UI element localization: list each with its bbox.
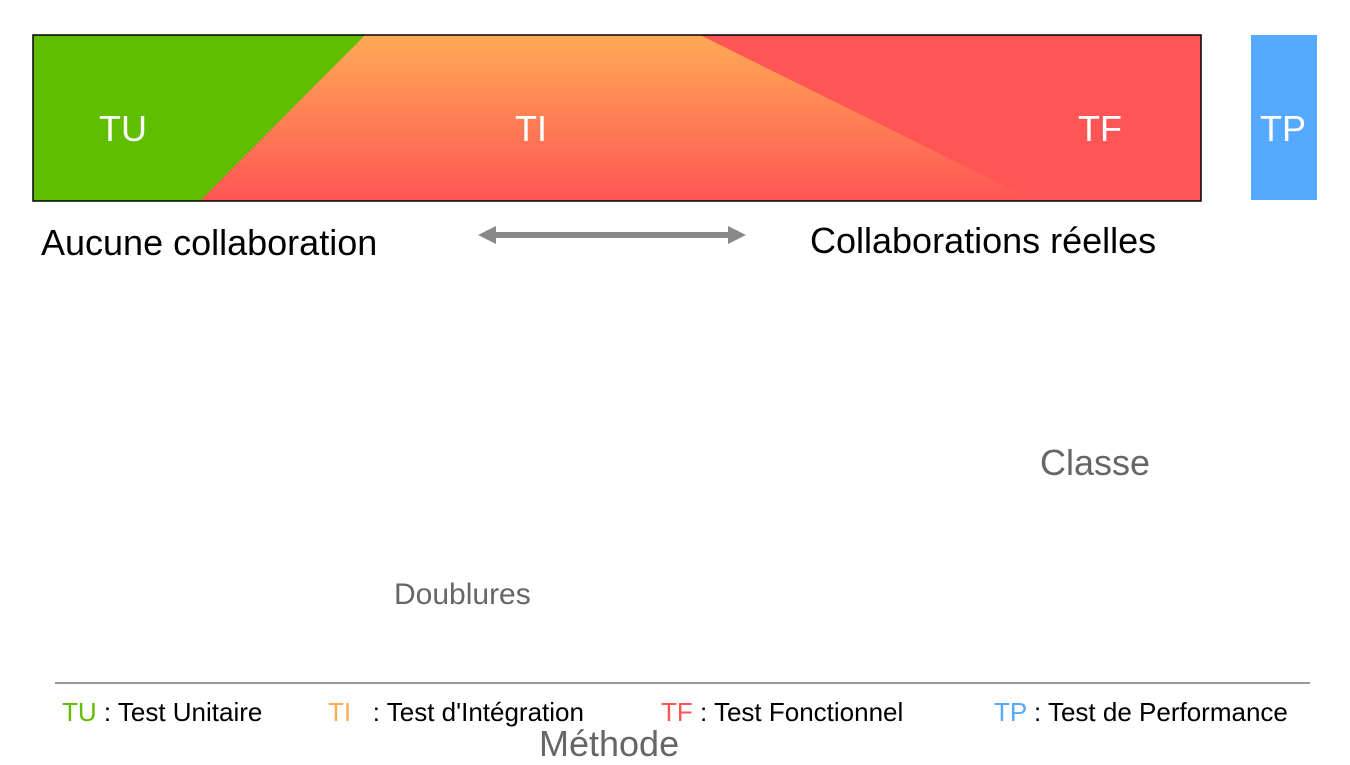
legend-text: Test Fonctionnel	[713, 697, 904, 727]
legend-item-tp: TP : Test de Performance	[994, 697, 1288, 728]
caption-real-collaborations: Collaborations réelles	[810, 220, 1157, 261]
tf-label: TF	[1078, 108, 1122, 149]
legend-sep: :	[96, 697, 118, 727]
label-doublures: Doublures	[394, 578, 531, 611]
legend-text: Test d'Intégration	[386, 697, 584, 727]
legend-text: Test de Performance	[1047, 697, 1288, 727]
legend-abbr: TI	[328, 697, 352, 727]
legend-sep: :	[1026, 697, 1048, 727]
tp-label: TP	[1260, 108, 1306, 149]
legend-abbr: TF	[661, 697, 693, 727]
legend-sep: :	[351, 697, 387, 727]
legend-item-ti: TI : Test d'Intégration	[328, 697, 584, 728]
band-border	[32, 34, 1202, 202]
legend-abbr: TU	[62, 697, 97, 727]
legend-text: Test Unitaire	[117, 697, 263, 727]
ti-label: TI	[515, 108, 547, 149]
legend-item-tf: TF : Test Fonctionnel	[661, 697, 903, 728]
caption-no-collaboration: Aucune collaboration	[41, 222, 378, 263]
label-classe: Classe	[1040, 442, 1151, 483]
label-methode: Méthode	[539, 723, 680, 764]
legend-item-tu: TU : Test Unitaire	[62, 697, 262, 728]
tp-region	[1251, 35, 1317, 200]
tu-label: TU	[99, 108, 147, 149]
legend-abbr: TP	[994, 697, 1027, 727]
tu-region	[33, 35, 365, 201]
test-spectrum-diagram: TU TI TF TP	[32, 34, 1317, 684]
ti-region	[200, 35, 1035, 201]
legend-sep: :	[692, 697, 714, 727]
double-arrow-icon	[478, 226, 746, 244]
